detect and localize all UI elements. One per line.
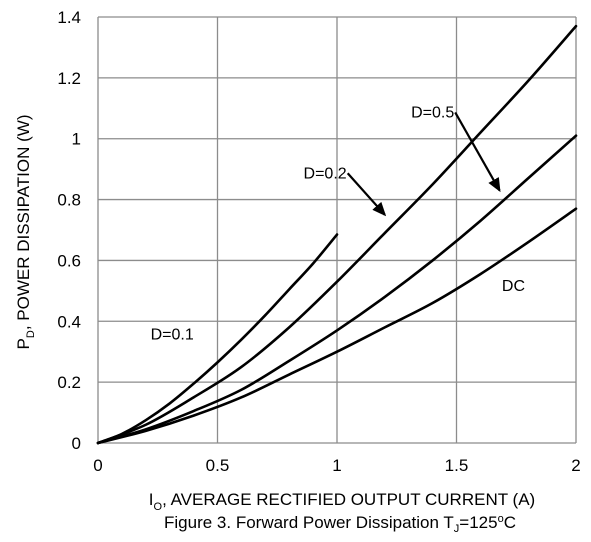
x-tick-label: 2 — [571, 456, 580, 475]
y-tick-label: 0.8 — [57, 191, 81, 210]
x-tick-label: 1.5 — [445, 456, 469, 475]
annotations: D=0.1 D=0.2 D=0.5 DC — [151, 104, 525, 343]
series-line-d-0-1 — [96, 233, 339, 445]
x-tick-labels: 0 0.5 1 1.5 2 — [93, 456, 580, 475]
y-tick-label: 1.2 — [57, 69, 81, 88]
grid-lines — [98, 16, 577, 443]
x-axis-title: IO, AVERAGE RECTIFIED OUTPUT CURRENT (A) — [149, 490, 535, 513]
y-tick-label: 0.2 — [57, 373, 81, 392]
y-tick-label: 1 — [72, 130, 81, 149]
y-tick-label: 0.4 — [57, 312, 81, 331]
x-tick-label: 1 — [332, 456, 341, 475]
annotation-label: D=0.1 — [151, 327, 194, 344]
figure-caption: Figure 3. Forward Power Dissipation TJ=1… — [164, 513, 516, 535]
series-line-dc — [96, 207, 578, 445]
x-tick-label: 0 — [93, 456, 102, 475]
annotation-label: D=0.5 — [411, 104, 454, 121]
y-tick-label: 0 — [72, 434, 81, 453]
y-tick-labels: 0 0.2 0.4 0.6 0.8 1 1.2 1.4 — [57, 8, 81, 453]
annotation-label: D=0.2 — [304, 165, 347, 182]
x-tick-label: 0.5 — [206, 456, 230, 475]
annotation-label: DC — [502, 278, 525, 295]
annotation-arrow — [454, 111, 501, 193]
annotation-arrow — [346, 172, 387, 217]
y-tick-label: 1.4 — [57, 8, 81, 27]
y-axis-title: PD, POWER DISSIPATION (W) — [14, 115, 37, 350]
plot-frame — [97, 17, 576, 444]
series-line-d-0-2 — [96, 24, 578, 445]
series-line-d-0-5 — [96, 134, 578, 445]
series-group — [96, 24, 578, 445]
y-tick-label: 0.6 — [57, 251, 81, 270]
